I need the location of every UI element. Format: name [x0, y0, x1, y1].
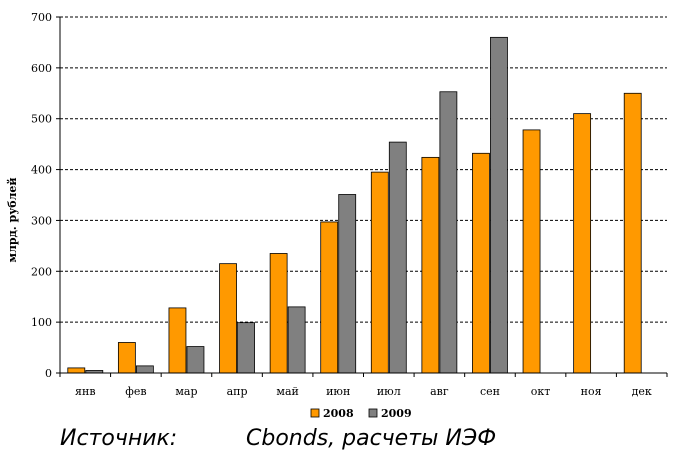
x-tick-label: июл [377, 385, 401, 398]
x-tick-label: дек [632, 385, 652, 398]
bar-2009-сен [490, 36, 508, 374]
axes [59, 17, 668, 377]
bars [67, 36, 642, 374]
bar-2009-май [287, 306, 306, 374]
legend: 2008 2009 [310, 407, 412, 420]
x-tick-label: окт [531, 385, 551, 398]
bar-2008-фев [117, 342, 136, 374]
bar-2008-апр [219, 263, 237, 374]
x-tick-label: янв [75, 385, 95, 398]
y-tick-label: 700 [31, 11, 52, 24]
bar-2008-май [269, 253, 288, 374]
legend-swatch-2009 [368, 408, 378, 418]
bar-2009-апр [237, 322, 255, 374]
x-tick-label: апр [227, 385, 248, 398]
y-tick-label: 300 [31, 214, 52, 227]
y-tick-label: 600 [31, 62, 52, 75]
y-tick-label: 400 [31, 164, 52, 177]
x-tick-labels: янв фев мар апр май июн июл авг сен окт ноя дек [75, 385, 652, 398]
bar-2009-авг [439, 91, 458, 374]
y-tick-label: 200 [31, 265, 52, 278]
y-tick-labels: 0 100 200 300 400 500 600 700 [31, 11, 52, 380]
gridlines [56, 16, 667, 374]
bar-2009-июн [338, 194, 357, 374]
y-axis-label: млрд. рублей [6, 178, 19, 263]
x-tick-label: авг [430, 385, 449, 398]
legend-label-2009: 2009 [381, 407, 412, 420]
legend-swatch-2008 [310, 408, 320, 418]
bar-2008-авг [421, 156, 440, 374]
x-tick-label: июн [326, 385, 350, 398]
y-tick-label: 500 [31, 113, 52, 126]
bar-2008-окт [522, 129, 541, 374]
x-tick-label: ноя [581, 385, 602, 398]
bar-2008-июн [320, 221, 339, 374]
bar-2008-ноя [573, 113, 592, 374]
y-tick-label: 100 [31, 316, 52, 329]
legend-label-2008: 2008 [323, 407, 354, 420]
source-note: Источник: Cbonds, расчеты ИЭФ [60, 426, 496, 451]
bar-2008-янв [67, 367, 86, 374]
bar-2008-июл [370, 171, 389, 374]
bar-2008-сен [472, 152, 490, 374]
bar-2008-мар [168, 307, 187, 374]
y-tick-label: 0 [45, 367, 52, 380]
x-tick-label: май [276, 385, 298, 398]
x-tick-label: мар [175, 385, 197, 398]
bar-2009-мар [186, 346, 205, 374]
bar-2008-дек [623, 92, 642, 374]
bar-2009-фев [135, 365, 154, 374]
x-tick-label: сен [480, 385, 500, 398]
source-value: Cbonds, расчеты ИЭФ [246, 426, 497, 451]
source-label: Источник: [60, 426, 178, 451]
bar-2009-июл [388, 141, 407, 374]
x-tick-label: фев [125, 385, 146, 398]
